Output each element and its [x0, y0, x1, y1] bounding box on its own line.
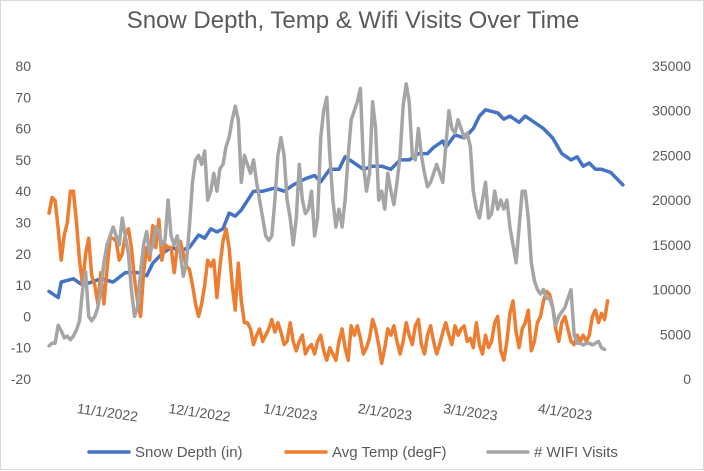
right-axis-tick-label: 30000	[652, 103, 691, 119]
right-axis-ticks: 0 5000 10000 15000 20000 25000 30000 35000	[652, 58, 691, 387]
x-axis-tick-label: 3/1/2023	[442, 400, 498, 423]
x-axis-tick-label: 2/1/2023	[357, 400, 413, 423]
series-line-2	[47, 189, 610, 366]
x-axis-tick-label: 11/1/2022	[76, 400, 139, 424]
legend-label: Snow Depth (in)	[135, 444, 243, 461]
right-axis-tick-label: 5000	[660, 326, 691, 342]
left-axis-tick-label: 70	[15, 89, 31, 105]
right-axis-tick-label: 10000	[652, 282, 691, 298]
left-axis-tick-label: 80	[15, 58, 31, 74]
right-axis-tick-label: 20000	[652, 192, 691, 208]
left-axis-tick-label: 0	[23, 308, 31, 324]
left-axis-tick-label: -10	[11, 340, 31, 356]
series-line-1	[47, 108, 625, 300]
left-axis-ticks: -20 -10 0 10 20 30 40 50 60 70 80	[11, 58, 31, 387]
legend-label: # WIFI Visits	[534, 444, 618, 461]
x-axis-tick-label: 1/1/2023	[262, 400, 318, 423]
left-axis-tick-label: 30	[15, 215, 31, 231]
x-axis-tick-label: 4/1/2023	[537, 400, 593, 423]
x-axis-ticks: 11/1/2022 12/1/2022 1/1/2023 2/1/2023 3/1/20…	[76, 400, 593, 425]
left-axis-tick-label: -20	[11, 371, 31, 387]
left-axis-tick-label: 20	[15, 246, 31, 262]
left-axis-tick-label: 10	[15, 277, 31, 293]
left-axis-tick-label: 60	[15, 121, 31, 137]
x-axis-tick-label: 12/1/2022	[168, 400, 232, 425]
right-axis-tick-label: 35000	[652, 58, 691, 74]
left-axis-tick-label: 50	[15, 152, 31, 168]
right-axis-tick-label: 15000	[652, 237, 691, 253]
left-axis-tick-label: 40	[15, 183, 31, 199]
right-axis-tick-label: 0	[683, 371, 691, 387]
legend: Snow Depth (in) Avg Temp (degF) # WIFI Vis…	[87, 444, 618, 461]
chart-title: Snow Depth, Temp & Wifi Visits Over Time	[126, 7, 580, 34]
series-line-3	[47, 82, 607, 352]
legend-label: Avg Temp (degF)	[332, 444, 447, 461]
right-axis-tick-label: 25000	[652, 147, 691, 163]
series-lines	[47, 82, 625, 366]
